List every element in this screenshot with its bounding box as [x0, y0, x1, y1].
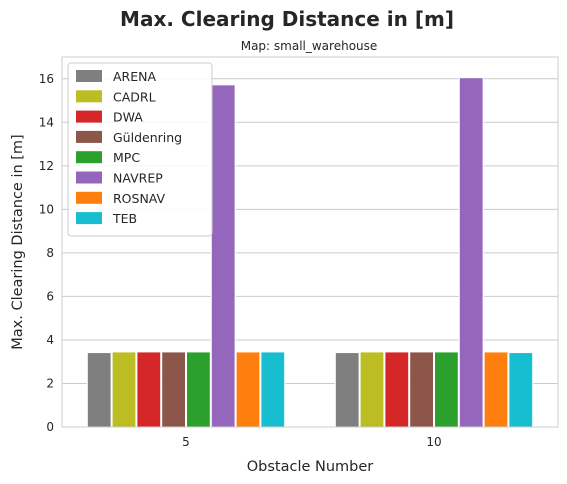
bars: [86, 77, 534, 428]
y-tick-label: 2: [46, 376, 54, 390]
bar-rosnav-10: [483, 351, 509, 428]
plot-frame: [61, 56, 559, 428]
y-tick-label: 6: [46, 289, 54, 303]
legend-swatch: [76, 130, 102, 143]
legend-label: ROSNAV: [113, 191, 166, 206]
bar-dwa-5: [136, 351, 162, 428]
chart-title: Max. Clearing Distance in [m]: [120, 7, 454, 31]
bar-cadrl-10: [359, 351, 385, 428]
chart-subtitle: Map: small_warehouse: [241, 39, 378, 53]
legend-swatch: [76, 151, 102, 164]
legend-swatch: [76, 171, 102, 184]
bar-navrep-10: [458, 77, 484, 428]
bar-teb-10: [508, 352, 534, 428]
legend-label: MPC: [113, 150, 140, 165]
bar-arena-5: [86, 352, 112, 428]
legend-box: [67, 62, 213, 237]
bar-mpc-10: [434, 351, 459, 428]
bar-g-ldenring-10: [409, 351, 435, 428]
y-tick-label: 4: [46, 333, 54, 347]
legend-label: CADRL: [113, 89, 156, 104]
legend-label: ARENA: [113, 69, 156, 84]
bar-g-ldenring-5: [161, 351, 186, 428]
legend-label: Güldenring: [113, 130, 182, 145]
bar-dwa-10: [384, 351, 410, 428]
x-axis-label: Obstacle Number: [247, 459, 374, 475]
y-axis-label: Max. Clearing Distance in [m]: [10, 134, 26, 349]
bar-navrep-5: [210, 84, 236, 428]
y-tick-label: 12: [39, 159, 54, 173]
x-tick-label: 10: [426, 435, 441, 449]
bar-rosnav-5: [235, 351, 261, 428]
bar-teb-5: [260, 351, 286, 428]
y-tick-label: 8: [46, 246, 54, 260]
y-tick-label: 10: [39, 202, 54, 216]
y-axis-ticks: 0 2 4 6 8 10 12 14 16: [39, 72, 54, 434]
legend-swatch: [76, 110, 102, 123]
legend-label: DWA: [113, 110, 143, 125]
legend-swatch: [76, 212, 102, 225]
x-tick-label: 5: [182, 435, 190, 449]
bar-arena-10: [334, 352, 360, 428]
bar-mpc-5: [186, 351, 211, 428]
y-tick-label: 14: [39, 115, 54, 129]
legend-swatch: [76, 70, 102, 82]
x-axis-ticks: 5 10: [182, 435, 441, 449]
legend-swatch: [76, 90, 102, 103]
legend-label: NAVREP: [113, 171, 163, 186]
bar-cadrl-5: [111, 351, 137, 428]
legend-items: ARENA CADRL DWA Güldenring MPC NAVREP ROSNAV TE…: [76, 69, 182, 226]
legend-label: TEB: [112, 211, 137, 226]
legend-swatch: [76, 191, 102, 204]
legend: ARENA CADRL DWA Güldenring MPC NAVREP ROSNAV TE…: [67, 62, 213, 237]
y-tick-label: 0: [46, 420, 54, 434]
y-tick-label: 16: [39, 72, 54, 86]
